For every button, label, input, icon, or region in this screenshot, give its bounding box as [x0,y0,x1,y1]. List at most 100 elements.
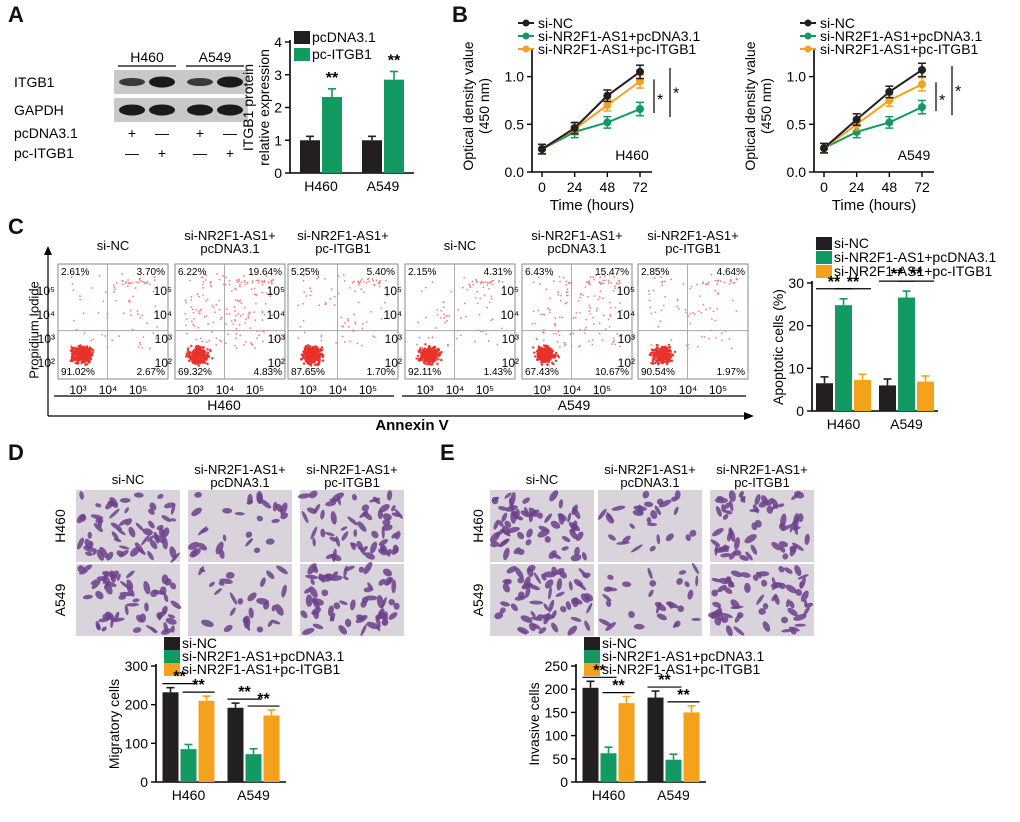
legend-label: pcDNA3.1 [312,29,376,45]
flow-dot [318,356,322,359]
flow-dot [486,306,489,309]
flow-dot [653,352,657,355]
flow-dot [139,316,142,319]
flow-dot [205,341,208,344]
stained-cell [544,513,553,523]
stained-cell [266,570,275,580]
stained-cell [312,537,316,547]
flow-dot [236,281,239,283]
stained-cell [550,520,561,529]
stained-cell [243,615,251,629]
flow-dot [323,277,326,280]
flow-dot [112,284,115,286]
flow-dot [548,309,551,312]
flow-dot [498,279,501,282]
significance-label: ** [257,691,270,708]
flow-dot [198,295,200,298]
flow-dot [265,292,268,294]
stained-cell [687,589,694,600]
stained-cell [76,537,85,550]
y-axis-label-group: Invasive cells [526,682,542,765]
flow-dot [598,322,601,325]
flow-dot [365,281,368,284]
stained-cell [568,581,573,591]
stained-cell [388,598,395,606]
data-point [918,65,926,74]
stained-cell [738,490,744,498]
flow-plot-frame [404,263,516,380]
stained-cell [761,495,769,505]
data-point [570,124,579,133]
stained-cell [157,493,164,499]
flow-dot [111,339,114,342]
stained-cell [383,576,393,586]
stained-cell [101,626,107,632]
flow-dot [82,354,86,357]
stained-cell [170,518,177,522]
micrograph-image [598,490,702,562]
stained-cell [358,566,365,573]
flow-dot [488,287,490,290]
flow-dot [357,301,360,304]
flow-dot [551,274,553,277]
stained-cell [724,510,733,515]
y-axis-label-group: Optical density value(450 nm) [742,41,774,170]
flow-dot [242,313,244,316]
flow-dot [106,313,109,315]
stained-cell [537,512,544,519]
flow-dot [235,328,238,330]
flow-dot [378,280,381,283]
stained-cell [521,582,533,590]
stained-cell [782,553,789,560]
stained-cell [754,494,761,506]
bar-h460-2 [198,700,215,782]
flow-dot [352,330,355,332]
legend-swatch [584,650,600,663]
flow-dot [539,347,542,350]
flow-dot [565,294,568,297]
flow-dot [354,321,356,324]
flow-dot [557,355,560,359]
micrograph-row-label-group: H460 [52,509,68,543]
y-tick-label: 1 [274,132,282,148]
flow-dot [224,283,227,286]
flow-dot [226,308,229,310]
flow-dot [472,283,475,286]
flow-dot [84,350,88,354]
stained-cell [537,529,550,538]
flow-dot [262,340,264,343]
flow-dot [204,279,207,281]
flow-x-tick: 10⁵ [476,383,494,397]
flow-dot [316,359,320,362]
stained-cell [733,626,745,636]
stained-cell [656,534,661,545]
stained-cell [605,622,616,631]
stained-cell [714,543,719,556]
flow-dot [195,360,199,363]
flow-dot [255,330,258,333]
flow-dot [228,313,231,316]
flow-dot [216,273,218,275]
flow-dot [104,335,107,337]
flow-dot [142,336,145,338]
stained-cell [502,579,511,584]
flow-dot [113,291,115,293]
flow-dot [333,295,336,298]
stained-cell [658,499,672,508]
stained-cell [98,617,110,623]
flow-dot [356,342,359,345]
flow-dot [665,358,669,362]
significance-label: ** [173,669,186,686]
flow-dots [647,273,738,366]
y-axis-label-group: ITGB1 proteinrelative expression [240,49,272,166]
stained-cell [649,545,656,552]
flow-dot [693,313,696,316]
flow-dot [559,299,562,302]
y-axis-label: ITGB1 proteinrelative expression [240,49,272,166]
stained-cell [544,536,551,543]
stained-cell [722,514,729,520]
flow-dot [484,281,487,284]
stained-cell [136,614,144,623]
flow-x-tick: 10⁴ [216,383,235,397]
flow-dot [311,356,315,360]
